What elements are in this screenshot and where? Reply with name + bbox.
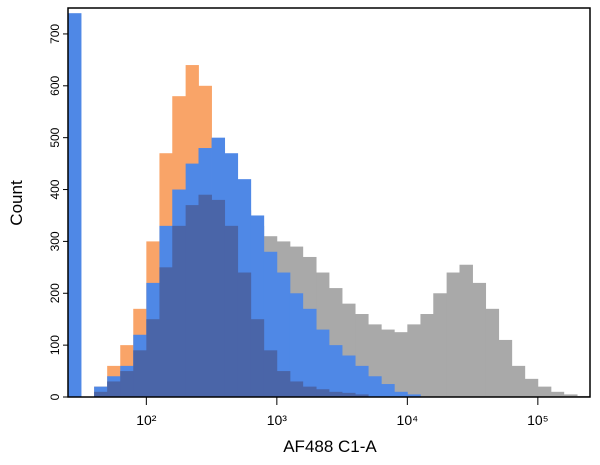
x-tick-label: 10³ — [267, 412, 288, 428]
histogram-bar — [511, 365, 526, 397]
histogram-bar — [224, 225, 239, 397]
histogram-bar — [381, 384, 395, 397]
histogram-bar — [368, 376, 382, 397]
plot-frame — [67, 7, 591, 398]
histogram-bar — [276, 272, 291, 397]
x-axis-label: AF488 C1-A — [283, 437, 377, 456]
y-tick-label: 300 — [48, 231, 62, 251]
histogram-bar — [524, 378, 539, 397]
histogram-bar — [485, 308, 500, 397]
histogram-bar — [302, 308, 317, 397]
histogram-bar — [250, 319, 265, 397]
histogram-bar — [563, 394, 578, 397]
histogram-bar — [289, 293, 304, 397]
y-tick-label: 500 — [48, 127, 62, 147]
histogram-bar — [146, 319, 160, 397]
histogram-bar — [433, 293, 448, 397]
y-tick-label: 700 — [48, 24, 62, 44]
histogram-bar — [420, 314, 434, 397]
histogram-bar — [289, 381, 304, 397]
histogram-bar — [329, 345, 343, 397]
histogram-bar — [407, 324, 421, 397]
histogram-bar — [276, 371, 291, 397]
histogram-bar — [68, 13, 82, 397]
histogram-bar — [394, 332, 408, 397]
histogram-bar — [342, 355, 356, 397]
histogram-bar — [381, 329, 395, 397]
y-tick-label: 0 — [48, 393, 62, 400]
histogram-bar — [316, 329, 330, 397]
histogram-bar — [459, 264, 473, 397]
x-tick-label: 10⁴ — [397, 412, 419, 428]
histogram-bar — [133, 350, 147, 397]
histogram-bar — [329, 391, 343, 397]
histogram-bar — [498, 339, 513, 397]
y-tick-label: 400 — [48, 179, 62, 199]
histogram-bar — [211, 199, 226, 397]
x-tick-label: 10⁵ — [527, 412, 548, 428]
histogram-bar — [355, 365, 369, 397]
y-tick-label: 100 — [48, 335, 62, 355]
histogram-bar — [394, 391, 408, 397]
histogram-bar — [237, 272, 252, 397]
histogram-bar — [172, 225, 187, 397]
y-axis-label: Count — [7, 180, 26, 226]
histogram-bar — [550, 391, 565, 397]
histogram-bar — [537, 386, 552, 397]
histogram-bar — [107, 381, 121, 397]
y-tick-label: 200 — [48, 283, 62, 303]
histogram-bar — [302, 386, 317, 397]
x-tick-label: 10² — [136, 412, 157, 428]
histogram-bar — [198, 194, 212, 397]
histogram-bar — [407, 394, 421, 397]
histogram-bar — [263, 350, 278, 397]
histogram-bar — [342, 392, 356, 397]
histogram-bar — [472, 282, 487, 397]
y-tick-label: 600 — [48, 75, 62, 95]
histogram-bar — [446, 272, 460, 397]
histogram-bar — [355, 394, 369, 397]
histogram-bar — [185, 205, 199, 397]
histogram-bar — [316, 389, 330, 397]
histogram-bar — [120, 371, 134, 397]
histogram-bar — [159, 267, 173, 397]
histogram-bar — [94, 391, 108, 397]
